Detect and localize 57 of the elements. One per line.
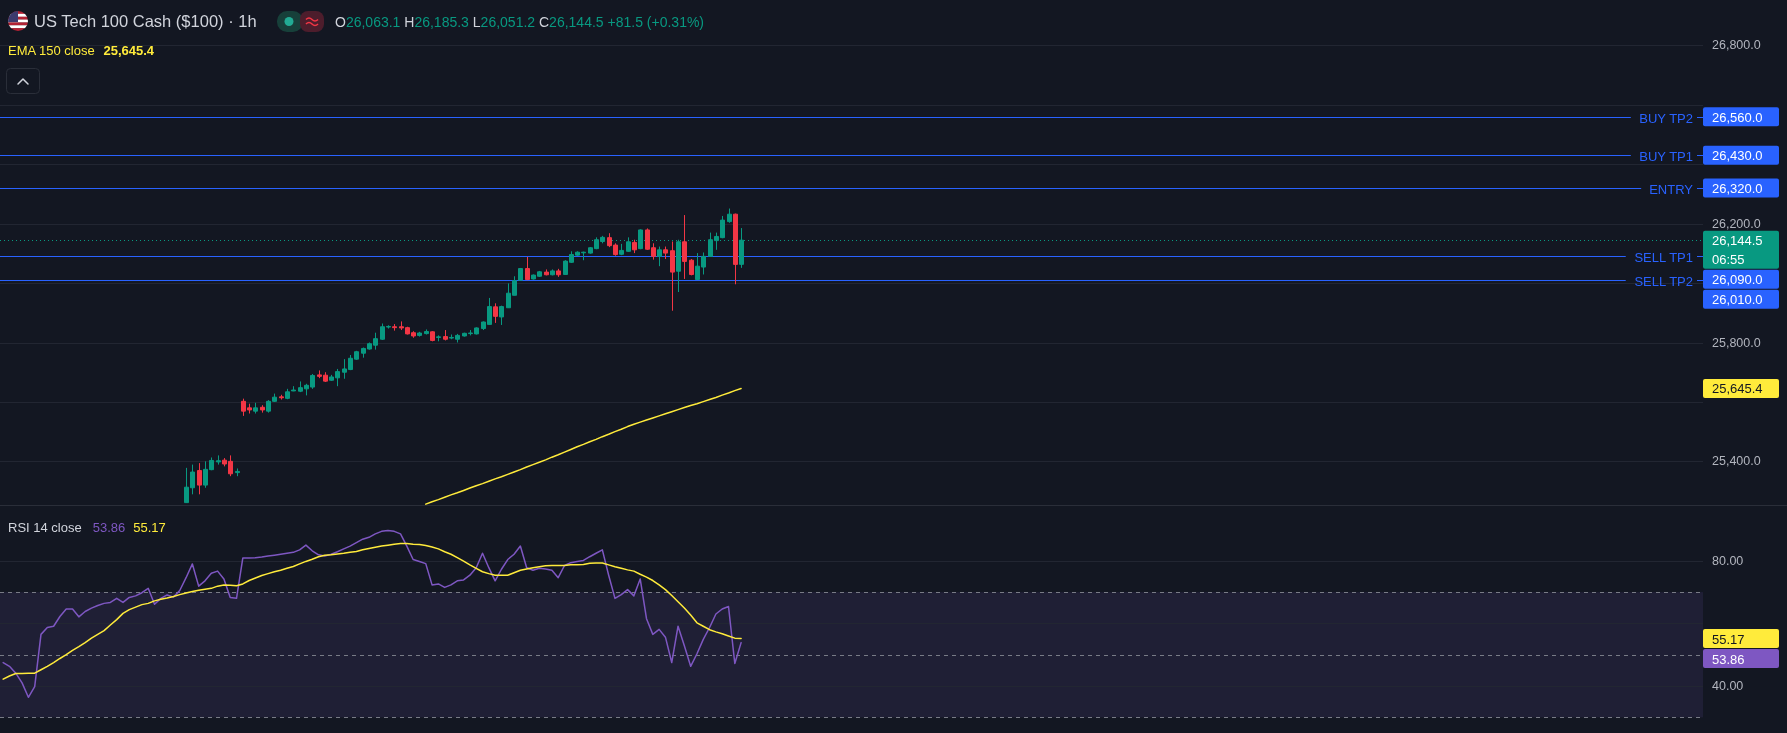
ref-line-label: SELL TP1 — [1634, 249, 1693, 264]
text: 55.17 — [1712, 631, 1745, 647]
candlestick — [550, 268, 555, 276]
candlestick — [392, 323, 397, 332]
candlestick — [544, 268, 549, 276]
text: 53.86 — [1712, 651, 1745, 667]
text: 26,560.0 — [1712, 109, 1763, 125]
text: 26,144.5 06:55 — [1712, 232, 1763, 267]
candlestick — [689, 258, 694, 276]
candlestick — [525, 256, 530, 281]
text: 26,090.0 — [1712, 271, 1763, 287]
text: US Tech 100 Cash ($100) · 1h — [34, 12, 257, 30]
candlestick — [499, 305, 504, 326]
candlestick — [253, 402, 258, 415]
candlestick — [216, 454, 221, 466]
candlestick — [436, 334, 441, 342]
candlestick — [663, 246, 668, 260]
y-tick-label: 25,800.0 — [1712, 335, 1761, 350]
text: 26,320.0 — [1712, 180, 1763, 196]
y-tick-label: 40.00 — [1712, 679, 1744, 694]
candlestick — [235, 467, 240, 477]
line-series — [2, 542, 742, 680]
annotation: 55.17 — [133, 520, 166, 535]
ref-line-label: BUY TP2 — [1639, 110, 1693, 125]
ref-line-label: SELL TP2 — [1634, 273, 1693, 288]
candlestick — [424, 328, 429, 335]
annotation: 25,645.4 — [103, 43, 155, 58]
candlestick — [632, 239, 637, 254]
ref-line-label: BUY TP1 — [1639, 148, 1693, 163]
y-tick-label: 80.00 — [1712, 553, 1744, 568]
candlestick — [619, 243, 624, 256]
candlestick — [682, 214, 687, 280]
text: RSI 14 close — [8, 520, 82, 535]
candlestick — [556, 268, 561, 278]
ref-line-label: ENTRY — [1649, 181, 1694, 196]
line-series — [425, 387, 742, 505]
candlestick — [670, 241, 675, 312]
candlestick — [733, 213, 738, 285]
candlestick — [279, 394, 284, 401]
text: O26,063.1 H26,185.3 L26,051.2 C26,144.5 +81.5 (+0.31%) — [335, 14, 705, 30]
y-tick-label: 26,200.0 — [1712, 216, 1761, 231]
text: 26,010.0 — [1712, 291, 1763, 307]
candlestick — [430, 330, 435, 342]
text: EMA 150 close — [8, 43, 95, 58]
text: 25,645.4 — [1712, 380, 1763, 396]
candlestick — [260, 404, 265, 414]
candlestick — [493, 302, 498, 324]
candlestick — [727, 208, 732, 224]
candlestick — [626, 236, 631, 253]
y-tick-label: 26,800.0 — [1712, 38, 1761, 53]
y-tick-label: 25,400.0 — [1712, 454, 1761, 469]
text: 26,430.0 — [1712, 147, 1763, 163]
candlestick — [417, 331, 422, 338]
candlestick — [443, 329, 448, 341]
candlestick — [197, 462, 202, 495]
candlestick — [657, 246, 662, 267]
annotation: 53.86 — [92, 520, 126, 535]
